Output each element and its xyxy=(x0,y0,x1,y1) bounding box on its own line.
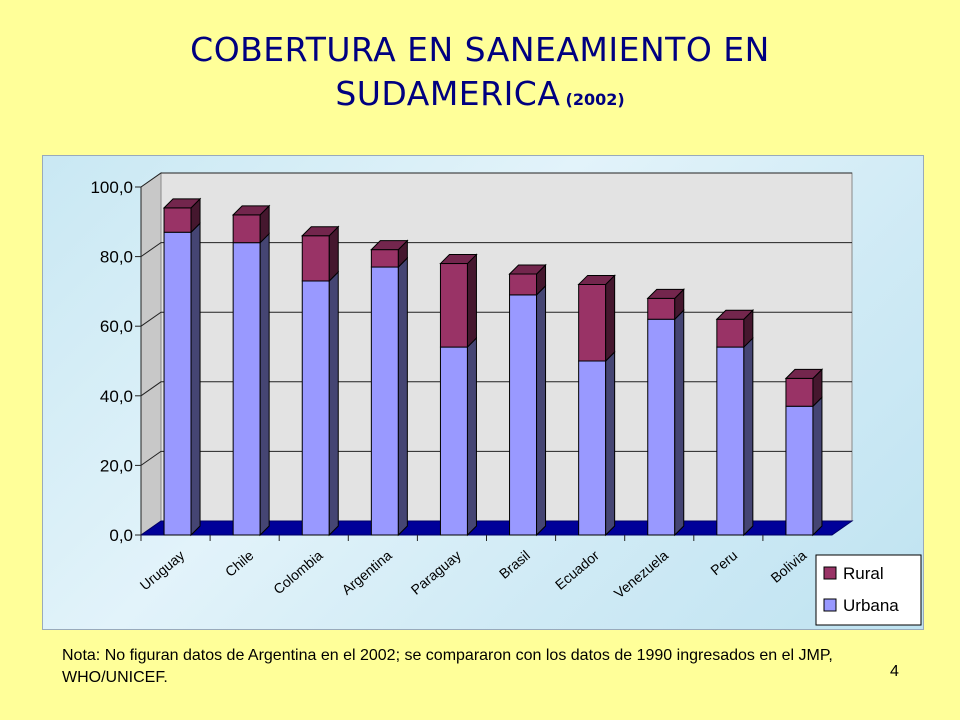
x-tick-label: Bolivia xyxy=(767,547,809,586)
x-tick-label: Uruguay xyxy=(137,547,188,593)
y-tick-label: 80,0 xyxy=(100,248,133,267)
bar-urbana-colombia xyxy=(301,280,330,536)
bar-side xyxy=(190,222,201,537)
x-tick-label: Argentina xyxy=(339,547,395,598)
x-tick-label: Ecuador xyxy=(552,547,602,593)
bar-urbana-venezuela xyxy=(647,318,676,536)
footnote: Nota: No figuran datos de Argentina en e… xyxy=(62,647,833,686)
bar-side xyxy=(466,336,477,537)
bar-side xyxy=(328,270,339,537)
bar-side xyxy=(812,396,823,537)
bar-urbana-argentina xyxy=(370,266,399,536)
x-tick-label: Paraguay xyxy=(408,547,464,598)
chart-side-wall xyxy=(140,172,162,536)
bar-side xyxy=(743,336,754,537)
bar-chart: 0,0 20,0 40,0 60,0 80,0 100,0 Uruguay Chile Colo… xyxy=(90,172,922,626)
bar-urbana-peru xyxy=(716,346,745,536)
bar-top xyxy=(508,264,547,275)
bar-side xyxy=(466,253,477,349)
x-tick-label: Brasil xyxy=(496,547,533,582)
y-tick-label: 100,0 xyxy=(90,178,133,197)
bar-side xyxy=(605,350,616,537)
legend-label-rural: Rural xyxy=(843,564,884,583)
bar-rural-colombia xyxy=(301,235,330,282)
bar-rural-argentina xyxy=(370,249,399,268)
bar-urbana-bolivia xyxy=(785,405,814,536)
bar-urbana-brasil xyxy=(509,294,538,536)
page-number: 4 xyxy=(890,663,899,680)
bar-urbana-chile xyxy=(232,242,261,536)
legend-swatch-rural xyxy=(823,566,837,580)
gridline xyxy=(140,172,852,188)
bar-side xyxy=(605,274,616,363)
bar-top xyxy=(231,205,271,216)
x-tick-label: Chile xyxy=(222,547,257,580)
bar-urbana-paraguay xyxy=(439,346,468,536)
bar-top xyxy=(646,288,685,299)
bar-rural-venezuela xyxy=(647,297,676,320)
bar-rural-bolivia xyxy=(785,377,814,407)
bar-urbana-ecuador xyxy=(578,360,607,536)
bar-side xyxy=(536,284,547,537)
y-tick-label: 60,0 xyxy=(100,317,133,336)
bar-rural-peru xyxy=(716,318,745,348)
bar-top xyxy=(715,309,755,320)
gridline xyxy=(140,381,852,397)
bar-rural-chile xyxy=(232,214,261,244)
x-tick-label: Colombia xyxy=(270,547,326,597)
bar-rural-uruguay xyxy=(163,207,192,233)
chart-title: COBERTURA EN SANEAMIENTO EN SUDAMERICA (… xyxy=(0,28,960,116)
gridline xyxy=(140,311,852,327)
bar-top xyxy=(439,254,478,265)
chart-area: 0,0 20,0 40,0 60,0 80,0 100,0 Uruguay Chile Colo… xyxy=(42,155,924,630)
bar-side xyxy=(674,309,685,537)
legend-label-urbana: Urbana xyxy=(843,596,899,615)
title-year: (2002) xyxy=(565,90,625,109)
bar-rural-paraguay xyxy=(439,263,468,348)
title-line-1: COBERTURA EN SANEAMIENTO EN xyxy=(190,30,770,69)
bar-top xyxy=(784,368,824,379)
bar-rural-ecuador xyxy=(578,283,607,362)
legend-swatch-urbana xyxy=(823,598,837,612)
y-tick-label: 40,0 xyxy=(100,387,133,406)
bar-side xyxy=(259,232,270,537)
y-tick-label: 20,0 xyxy=(100,456,133,475)
bar-top xyxy=(162,198,202,209)
bar-urbana-uruguay xyxy=(163,231,192,536)
bar-top xyxy=(577,274,616,285)
gridline xyxy=(140,450,852,466)
title-line-2: SUDAMERICA xyxy=(335,74,561,113)
bar-side xyxy=(397,256,408,537)
x-tick-label: Peru xyxy=(707,547,740,578)
bar-top xyxy=(370,240,409,251)
y-tick-label: 0,0 xyxy=(109,526,133,545)
gridline xyxy=(140,242,852,258)
bar-rural-brasil xyxy=(509,273,538,296)
bar-top xyxy=(301,226,340,237)
x-tick-label: Venezuela xyxy=(611,547,672,601)
